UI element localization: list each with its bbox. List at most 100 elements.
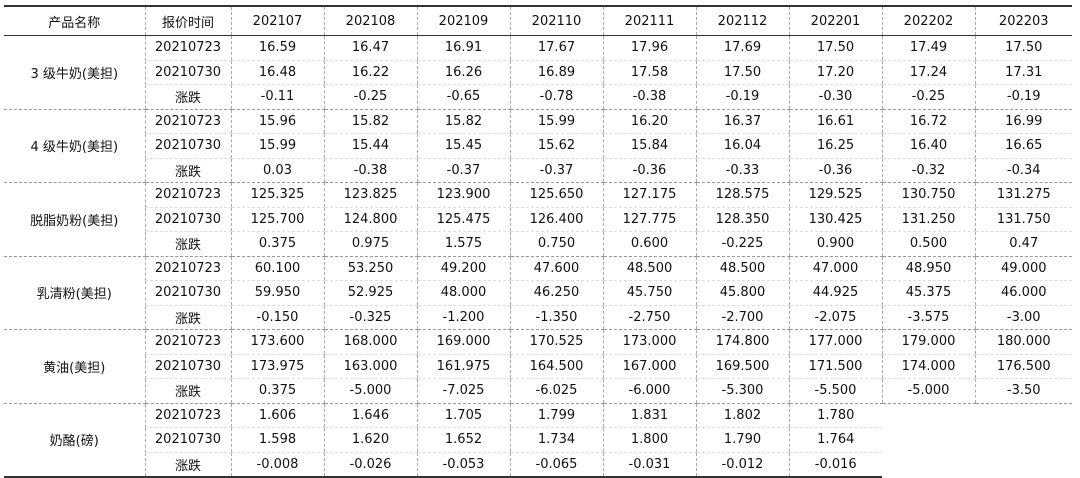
value-cell: 171.500 [788,354,882,379]
value-cell: -0.19 [974,84,1072,110]
value-cell: 0.975 [323,231,417,257]
row-label: 20210730 [144,427,231,453]
value-cell: 16.47 [323,35,417,61]
data-row: 4 级牛奶(美担) 20210723 15.96 15.82 15.82 15.99 16.… [4,109,1072,183]
data-row: 涨跌 0.03 -0.38 -0.37 -0.37 -0.36 -0.33 -0.36 -0.3… [4,158,1072,183]
value-cell: 1.606 [230,403,324,428]
value-cell: 44.925 [788,280,882,306]
header-cell: 产品名称 [4,5,145,36]
value-cell: 15.99 [509,109,603,134]
value-cell: 16.25 [788,133,882,159]
value-cell: 17.58 [602,60,696,85]
value-cell: -0.36 [602,158,696,183]
value-cell: 0.47 [974,231,1072,257]
value-cell: -0.34 [974,158,1072,183]
value-cell: 16.59 [230,35,324,61]
value-cell: 16.61 [788,109,882,134]
value-cell: 52.925 [323,280,417,306]
data-row: 黄油(美担) 20210723 173.600 168.000 169.000 170.5… [4,329,1072,404]
value-cell: 173.600 [230,329,324,355]
value-cell: 48.500 [695,256,789,281]
table-body: 3 级牛奶(美担) 20210723 16.59 16.47 16.91 17.67 17.… [4,35,1072,478]
value-cell: 17.50 [788,35,882,61]
value-cell: 16.89 [509,60,603,85]
value-cell: 123.825 [323,182,417,208]
value-cell: 17.20 [788,60,882,85]
value-cell: -0.37 [416,158,510,183]
value-cell: -0.012 [695,452,789,478]
value-cell: 129.525 [788,182,882,208]
value-cell: -0.325 [323,305,417,330]
value-cell: 161.975 [416,354,510,379]
value-cell: 15.44 [323,133,417,159]
value-cell: 47.000 [788,256,882,281]
empty-cell [882,452,975,477]
value-cell: 15.45 [416,133,510,159]
empty-cell [882,428,975,453]
value-cell: 16.40 [881,133,975,159]
value-cell: 60.100 [230,256,324,281]
value-cell: 17.50 [695,60,789,85]
value-cell: -2.700 [695,305,789,330]
value-cell: 16.26 [416,60,510,85]
data-row: 涨跌 0.375 -5.000 -7.025 -6.025 -6.000 -5.300 -5.… [4,378,1072,404]
value-cell: 45.800 [695,280,789,306]
empty-cell [975,403,1072,428]
value-cell: 131.250 [881,207,975,232]
value-cell: 17.24 [881,60,975,85]
value-cell: 123.900 [416,182,510,208]
value-cell: -0.32 [881,158,975,183]
value-cell: -5.000 [881,378,975,404]
value-cell: 17.69 [695,35,789,61]
value-cell: -2.750 [602,305,696,330]
empty-cell [975,428,1072,453]
value-cell: -0.053 [416,452,510,478]
value-cell: 1.734 [509,427,603,453]
header-cell: 202111 [602,5,696,36]
data-row: 涨跌 -0.150 -0.325 -1.200 -1.350 -2.750 -2.700 -2… [4,305,1072,330]
header-cell: 202109 [416,5,510,36]
value-cell: 15.82 [323,109,417,134]
value-cell: -3.50 [974,378,1072,404]
value-cell: 15.62 [509,133,603,159]
value-cell: 15.82 [416,109,510,134]
value-cell: 16.20 [602,109,696,134]
row-label: 20210730 [144,133,231,159]
value-cell: -0.11 [230,84,324,110]
value-cell: -0.150 [230,305,324,330]
value-cell: -0.25 [881,84,975,110]
value-cell: 0.03 [230,158,324,183]
data-row: 20210730 59.950 52.925 48.000 46.250 45.750 45… [4,280,1072,306]
data-row: 脱脂奶粉(美担) 20210723 125.325 123.825 123.900 125… [4,182,1072,257]
data-row: 20210730 1.598 1.620 1.652 1.734 1.800 1.790 1.… [4,427,1072,453]
value-cell: 124.800 [323,207,417,232]
value-cell: -0.78 [509,84,603,110]
product-name: 3 级牛奶(美担) [4,35,145,110]
value-cell: -0.37 [509,158,603,183]
product-name: 黄油(美担) [4,329,145,404]
value-cell: 53.250 [323,256,417,281]
row-label: 20210730 [144,207,231,232]
value-cell: 126.400 [509,207,603,232]
header-cell: 202110 [509,5,603,36]
data-row: 奶酪(磅) 20210723 1.606 1.646 1.705 1.799 1.831 1.… [4,403,1072,478]
value-cell: 1.598 [230,427,324,453]
value-cell: -0.36 [788,158,882,183]
value-cell: 131.275 [974,182,1072,208]
data-row: 20210730 16.48 16.22 16.26 16.89 17.58 17.50 17… [4,60,1072,85]
row-label: 20210723 [144,329,231,355]
price-table: 产品名称 报价时间 202107 202108 202109 202110 202111 20… [4,5,1072,478]
value-cell: -1.200 [416,305,510,330]
value-cell: -5.500 [788,378,882,404]
header-cell: 报价时间 [144,5,231,36]
product-name: 脱脂奶粉(美担) [4,182,145,257]
value-cell: 163.000 [323,354,417,379]
value-cell: 170.525 [509,329,603,355]
value-cell: 167.000 [602,354,696,379]
value-cell: 48.950 [881,256,975,281]
value-cell: 48.000 [416,280,510,306]
value-cell: 1.799 [509,403,603,428]
data-row: 乳清粉(美担) 20210723 60.100 53.250 49.200 47.600 4… [4,256,1072,330]
value-cell: 1.800 [602,427,696,453]
row-label: 20210730 [144,280,231,306]
